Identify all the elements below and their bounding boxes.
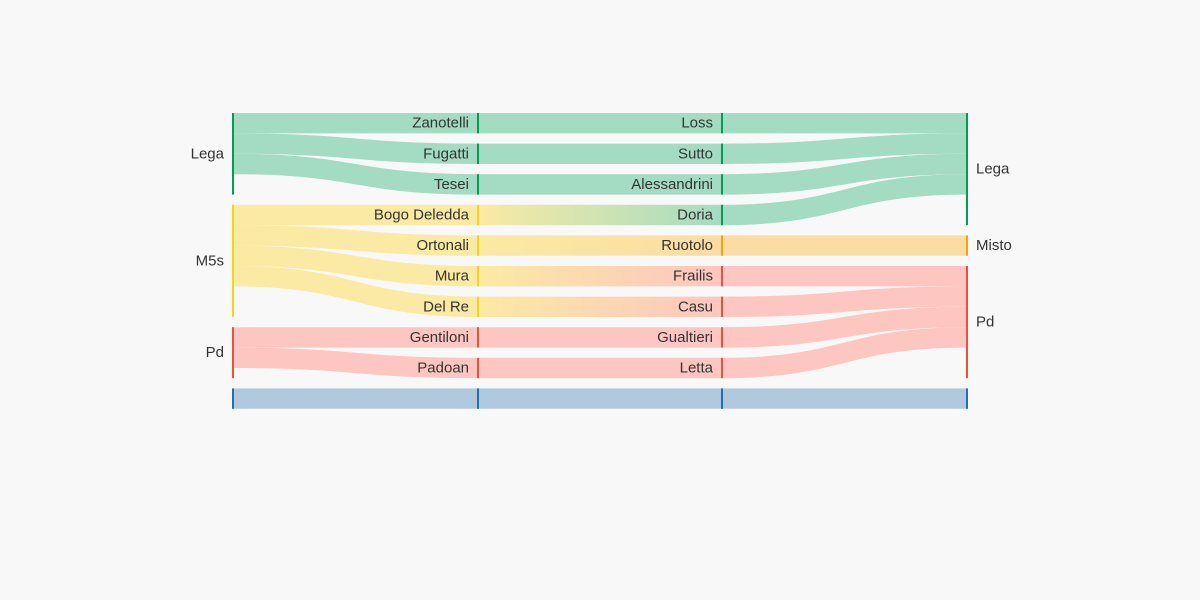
link-c0-lega-to-c1-fugatti[interactable] bbox=[233, 133, 478, 164]
node-c1-gentiloni[interactable] bbox=[477, 327, 479, 348]
label-c2-doria: Doria bbox=[677, 207, 714, 224]
node-c2-ruotolo[interactable] bbox=[721, 235, 723, 256]
link-c0-other-to-c1-other[interactable] bbox=[233, 388, 478, 409]
label-c2-gualtieri: Gualtieri bbox=[657, 329, 713, 346]
link-c0-pd-to-c1-gentiloni[interactable] bbox=[233, 327, 478, 348]
link-c1-fugatti-to-c2-sutto[interactable] bbox=[478, 143, 722, 164]
node-c1-fugatti[interactable] bbox=[477, 143, 479, 164]
label-c2-casu: Casu bbox=[678, 298, 713, 315]
node-c2-other[interactable] bbox=[721, 388, 723, 409]
label-c1-fugatti: Fugatti bbox=[423, 145, 469, 162]
link-c1-zanotelli-to-c2-loss[interactable] bbox=[478, 113, 722, 134]
label-c3-pd: Pd bbox=[976, 314, 994, 331]
link-c2-loss-to-c3-lega[interactable] bbox=[722, 113, 967, 134]
node-c2-letta[interactable] bbox=[721, 357, 723, 379]
node-c2-casu[interactable] bbox=[721, 296, 723, 317]
link-c2-alessandrini-to-c3-lega[interactable] bbox=[722, 153, 967, 195]
label-c1-mura: Mura bbox=[435, 268, 470, 285]
link-c0-m5s-to-c1-delre[interactable] bbox=[233, 266, 478, 317]
link-c2-gualtieri-to-c3-pd[interactable] bbox=[722, 306, 967, 348]
node-c1-other[interactable] bbox=[477, 388, 479, 409]
label-c2-ruotolo: Ruotolo bbox=[661, 237, 713, 254]
label-c1-delre: Del Re bbox=[423, 298, 469, 315]
label-c2-alessandrini: Alessandrini bbox=[631, 176, 713, 193]
link-c0-lega-to-c1-zanotelli[interactable] bbox=[233, 113, 478, 134]
label-c3-lega: Lega bbox=[976, 161, 1010, 178]
node-c2-loss[interactable] bbox=[721, 113, 723, 134]
link-c2-other-to-c3-other[interactable] bbox=[722, 388, 967, 409]
node-c2-alessandrini[interactable] bbox=[721, 174, 723, 195]
link-c1-delre-to-c2-casu[interactable] bbox=[478, 296, 722, 317]
link-c2-frailis-to-c3-pd[interactable] bbox=[722, 266, 967, 287]
link-c0-lega-to-c1-tesei[interactable] bbox=[233, 153, 478, 195]
label-c1-tesei: Tesei bbox=[434, 176, 469, 193]
link-c2-sutto-to-c3-lega[interactable] bbox=[722, 133, 967, 164]
link-c0-m5s-to-c1-bogo[interactable] bbox=[233, 204, 478, 226]
node-c2-doria[interactable] bbox=[721, 204, 723, 226]
link-c2-letta-to-c3-pd[interactable] bbox=[722, 327, 967, 379]
label-c1-padoan: Padoan bbox=[417, 360, 469, 377]
link-c1-mura-to-c2-frailis[interactable] bbox=[478, 266, 722, 287]
node-c2-gualtieri[interactable] bbox=[721, 327, 723, 348]
link-c1-other-to-c2-other[interactable] bbox=[478, 388, 722, 409]
label-c1-ortonali: Ortonali bbox=[416, 237, 469, 254]
label-c0-pd: Pd bbox=[206, 344, 224, 361]
link-c1-padoan-to-c2-letta[interactable] bbox=[478, 357, 722, 379]
links-layer bbox=[233, 113, 967, 409]
link-c0-m5s-to-c1-ortonali[interactable] bbox=[233, 225, 478, 256]
link-c2-ruotolo-to-c3-misto[interactable] bbox=[722, 235, 967, 256]
label-c1-zanotelli: Zanotelli bbox=[412, 115, 469, 132]
label-c3-misto: Misto bbox=[976, 237, 1012, 254]
node-c3-other[interactable] bbox=[966, 388, 968, 409]
node-c3-misto[interactable] bbox=[966, 235, 968, 256]
label-c2-frailis: Frailis bbox=[673, 268, 713, 285]
label-c2-sutto: Sutto bbox=[678, 145, 713, 162]
link-c0-m5s-to-c1-mura[interactable] bbox=[233, 245, 478, 287]
node-c1-ortonali[interactable] bbox=[477, 235, 479, 256]
label-c2-loss: Loss bbox=[681, 115, 713, 132]
label-c0-m5s: M5s bbox=[196, 252, 224, 269]
node-c3-lega[interactable] bbox=[966, 113, 968, 226]
node-c3-pd[interactable] bbox=[966, 266, 968, 379]
node-c0-lega[interactable] bbox=[232, 113, 234, 195]
link-c1-ortonali-to-c2-ruotolo[interactable] bbox=[478, 235, 722, 256]
label-c0-lega: Lega bbox=[191, 145, 225, 162]
link-c2-doria-to-c3-lega[interactable] bbox=[722, 174, 967, 226]
node-c2-sutto[interactable] bbox=[721, 143, 723, 164]
node-c2-frailis[interactable] bbox=[721, 266, 723, 287]
node-c1-delre[interactable] bbox=[477, 296, 479, 317]
node-c0-pd[interactable] bbox=[232, 327, 234, 379]
link-c0-pd-to-c1-padoan[interactable] bbox=[233, 347, 478, 379]
node-c1-bogo[interactable] bbox=[477, 204, 479, 226]
link-c1-gentiloni-to-c2-gualtieri[interactable] bbox=[478, 327, 722, 348]
node-c0-m5s[interactable] bbox=[232, 204, 234, 317]
nodes-layer bbox=[232, 113, 968, 409]
node-c0-other[interactable] bbox=[232, 388, 234, 409]
label-c2-letta: Letta bbox=[680, 360, 714, 377]
node-c1-zanotelli[interactable] bbox=[477, 113, 479, 134]
node-c1-tesei[interactable] bbox=[477, 174, 479, 195]
link-c1-bogo-to-c2-doria[interactable] bbox=[478, 204, 722, 226]
label-c1-bogo: Bogo Deledda bbox=[374, 207, 470, 224]
labels-layer: Lega M5s Pd Zanotelli Fugatti Tesei Bogo Deled… bbox=[191, 115, 1012, 377]
node-c1-padoan[interactable] bbox=[477, 357, 479, 379]
label-c1-gentiloni: Gentiloni bbox=[410, 329, 469, 346]
link-c1-tesei-to-c2-alessandrini[interactable] bbox=[478, 174, 722, 195]
node-c1-mura[interactable] bbox=[477, 266, 479, 287]
link-c2-casu-to-c3-pd[interactable] bbox=[722, 286, 967, 317]
